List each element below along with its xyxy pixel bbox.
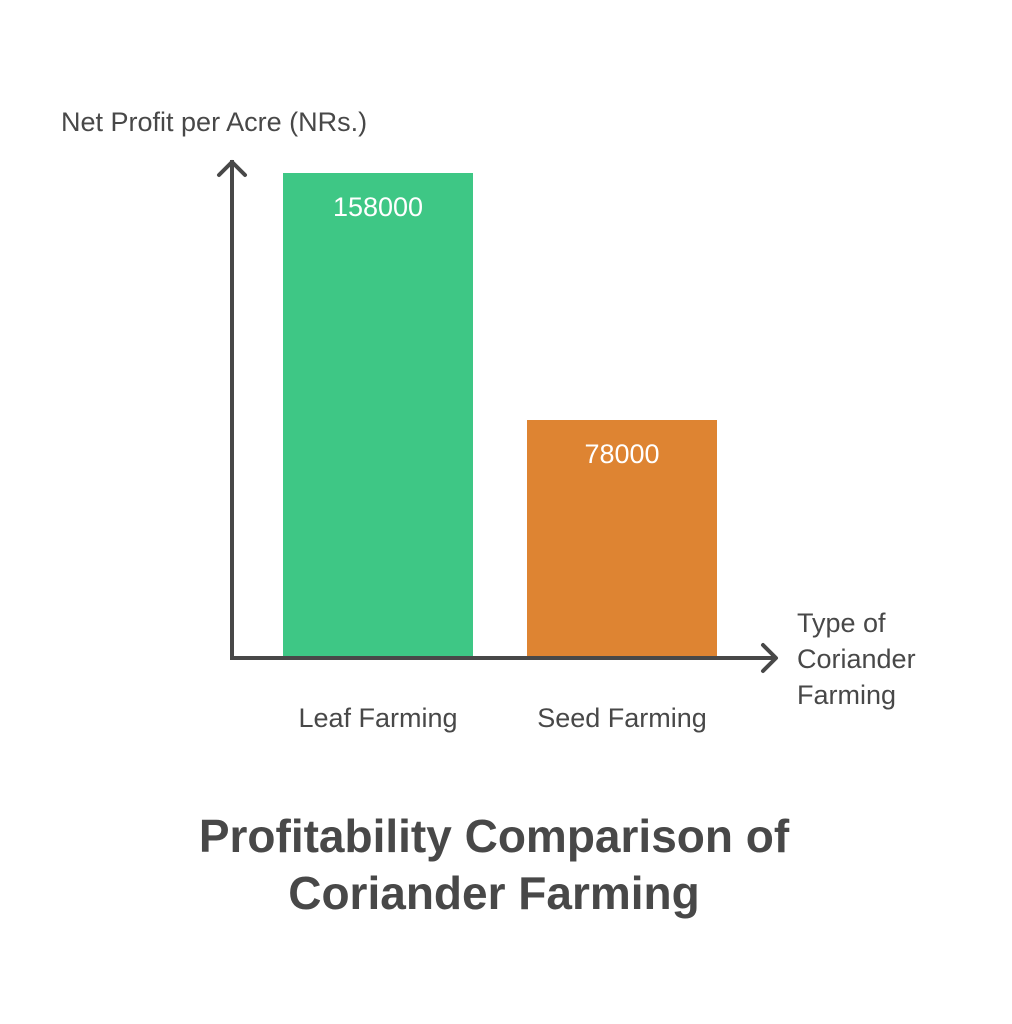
chart-title-line: Profitability Comparison of xyxy=(198,810,790,862)
x-tick-label-seed-farming: Seed Farming xyxy=(537,703,707,733)
x-axis-label-line: Farming xyxy=(797,680,897,710)
bar-value-label: 78000 xyxy=(584,439,660,469)
bar-value-label: 158000 xyxy=(332,192,424,222)
x-axis-label: Type of Coriander Farming xyxy=(797,605,997,713)
chart-title-line: Coriander Farming xyxy=(288,867,700,919)
x-axis-arrow-icon xyxy=(761,643,778,673)
x-axis-label-line: Coriander xyxy=(797,644,916,674)
y-axis-label: Net Profit per Acre (NRs.) xyxy=(61,107,368,137)
bar-seed-farming: 78000 xyxy=(527,420,717,656)
x-tick-label-leaf-farming: Leaf Farming xyxy=(298,703,458,733)
chart-title: Profitability Comparison of Coriander Fa… xyxy=(0,808,988,922)
y-axis-arrow-icon xyxy=(217,160,247,177)
bar-leaf-farming: 158000 xyxy=(283,173,473,656)
x-axis-label-line: Type of xyxy=(797,608,886,638)
